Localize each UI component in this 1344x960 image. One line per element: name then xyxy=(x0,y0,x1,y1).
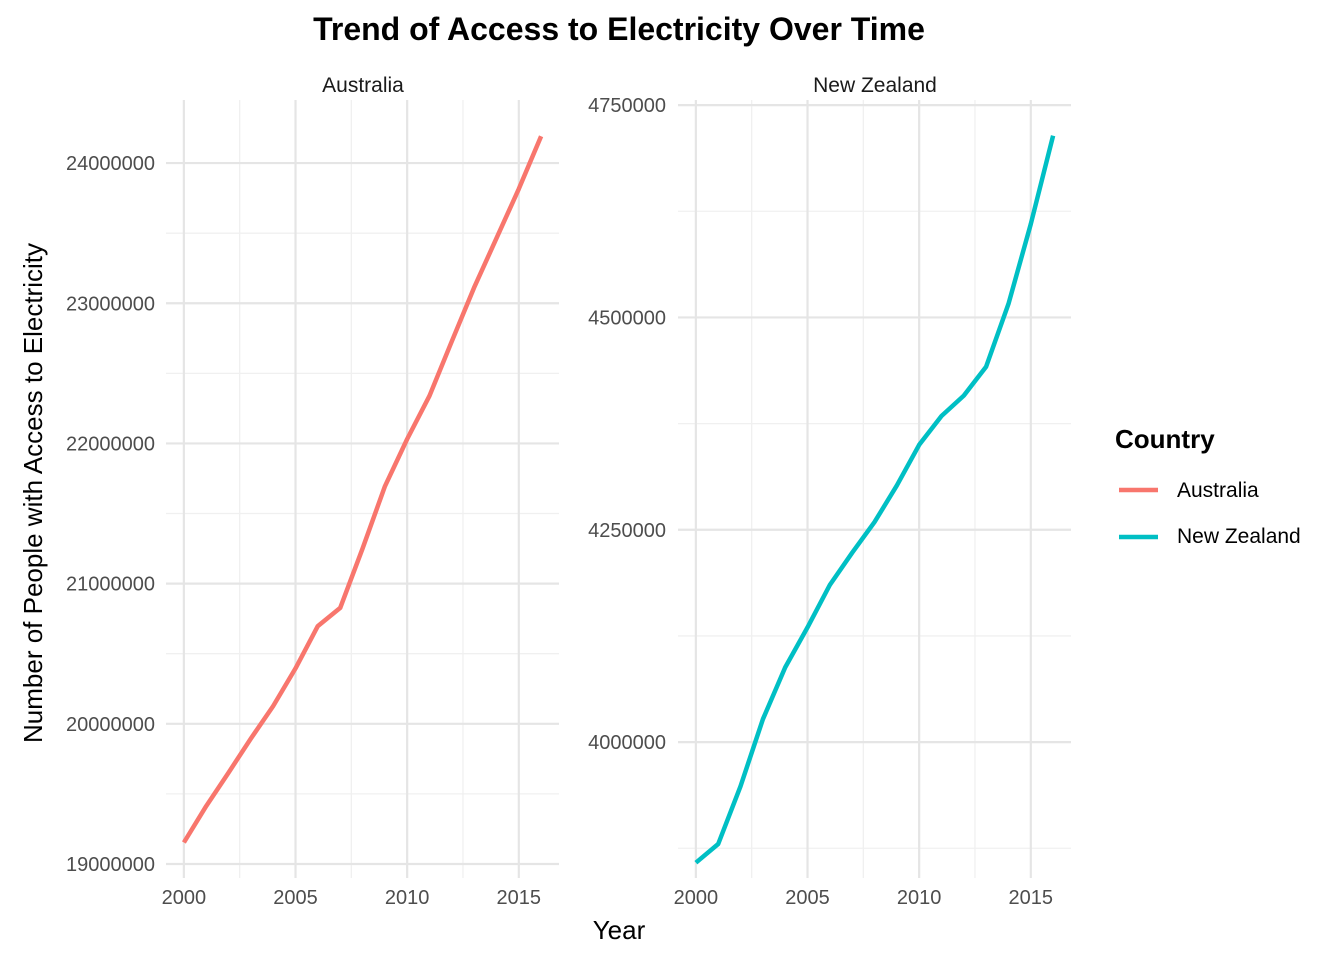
x-tick-label: 2000 xyxy=(674,887,719,909)
facet-strip-label: New Zealand xyxy=(813,74,937,97)
facet-panel-australia: Australia 2000 2005 2010 2015 19000000 200000… xyxy=(66,74,559,909)
x-tick-label: 2015 xyxy=(497,887,542,909)
chart-title: Trend of Access to Electricity Over Time xyxy=(313,11,925,47)
gridlines xyxy=(166,100,559,878)
y-tick-label: 4250000 xyxy=(588,520,666,542)
y-tick-label: 23000000 xyxy=(66,293,155,315)
legend-title: Country xyxy=(1115,424,1215,454)
legend-label-new-zealand: New Zealand xyxy=(1177,525,1301,548)
x-axis-title: Year xyxy=(593,915,646,945)
gridlines xyxy=(678,100,1071,878)
facet-panel-new-zealand: New Zealand 2000 2005 2010 2015 4000000 42500… xyxy=(588,74,1071,909)
y-tick-label: 4750000 xyxy=(588,95,666,117)
series-line-new-zealand xyxy=(694,135,1056,865)
y-tick-label: 4000000 xyxy=(588,732,666,754)
y-tick-label: 22000000 xyxy=(66,433,155,455)
legend: Country Australia New Zealand xyxy=(1115,424,1301,548)
y-tick-label: 24000000 xyxy=(66,153,155,175)
x-tick-label: 2015 xyxy=(1009,887,1054,909)
x-tick-label: 2005 xyxy=(785,887,830,909)
x-tick-label: 2000 xyxy=(162,887,207,909)
x-tick-label: 2010 xyxy=(385,887,430,909)
series-line-australia xyxy=(181,135,544,844)
y-tick-label: 19000000 xyxy=(66,854,155,876)
y-tick-label: 21000000 xyxy=(66,574,155,596)
x-tick-label: 2005 xyxy=(273,887,318,909)
legend-label-australia: Australia xyxy=(1177,479,1259,502)
y-tick-label: 20000000 xyxy=(66,714,155,736)
x-tick-label: 2010 xyxy=(897,887,942,909)
facet-strip-label: Australia xyxy=(322,74,404,97)
y-tick-label: 4500000 xyxy=(588,307,666,329)
y-axis-title: Number of People with Access to Electric… xyxy=(18,243,48,743)
